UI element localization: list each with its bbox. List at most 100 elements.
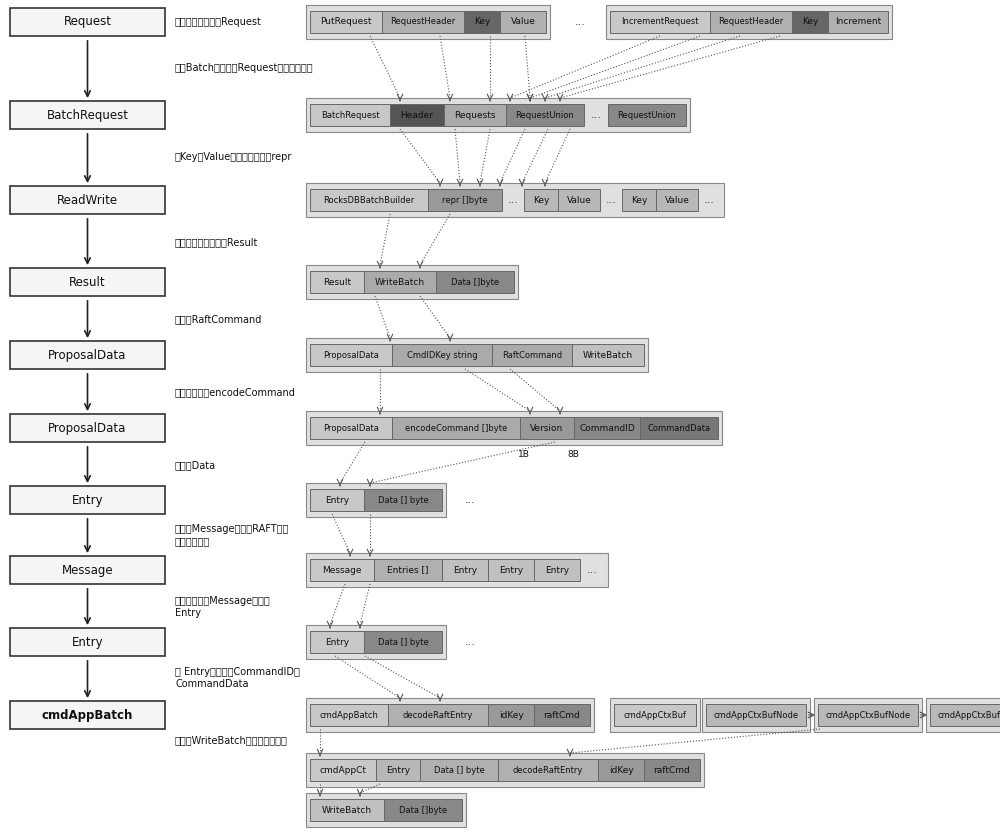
Text: RocksDBBatchBuilder: RocksDBBatchBuilder [323, 196, 415, 204]
Text: Value: Value [567, 196, 591, 204]
Bar [520, 417, 574, 439]
Text: Entries []: Entries [] [387, 565, 429, 574]
Text: ProposalData: ProposalData [48, 349, 127, 362]
Text: 对Key与Value进行编码后写入repr: 对Key与Value进行编码后写入repr [175, 152, 292, 162]
Bar [644, 759, 700, 781]
Text: CmdIDKey string: CmdIDKey string [407, 350, 477, 359]
Text: 为保证一致性，写入Result: 为保证一致性，写入Result [175, 237, 258, 247]
Text: Increment: Increment [835, 17, 881, 27]
Bar [10, 341, 165, 369]
Text: WriteBatch: WriteBatch [375, 277, 425, 286]
Bar [606, 5, 892, 39]
Bar [828, 11, 888, 33]
Text: Value: Value [665, 196, 689, 204]
Text: Version: Version [530, 423, 564, 432]
Text: Entry: Entry [453, 565, 477, 574]
Bar [310, 104, 390, 126]
Bar [310, 344, 392, 366]
Bar [306, 793, 466, 827]
Text: Result: Result [323, 277, 351, 286]
Text: Result: Result [69, 276, 106, 289]
Bar [306, 753, 704, 787]
Bar [614, 704, 696, 726]
Bar [384, 799, 462, 821]
Text: WriteBatch: WriteBatch [322, 805, 372, 814]
Text: ...: ... [508, 195, 518, 205]
Text: Entry: Entry [545, 565, 569, 574]
Bar [428, 189, 502, 211]
Bar [10, 268, 165, 296]
Bar [10, 101, 165, 129]
Bar [10, 701, 165, 729]
Text: idKey: idKey [609, 765, 633, 774]
Bar [364, 489, 442, 511]
Bar [610, 698, 700, 732]
Text: ...: ... [704, 195, 714, 205]
Bar [488, 559, 534, 581]
Text: 最终将WriteBatch应用到存储引擎: 最终将WriteBatch应用到存储引擎 [175, 735, 288, 745]
Text: RequestUnion: RequestUnion [516, 110, 574, 120]
Text: 一个操作对应一个Request: 一个操作对应一个Request [175, 17, 262, 27]
Bar [392, 344, 492, 366]
Bar [464, 11, 500, 33]
Bar [306, 553, 608, 587]
Text: ...: ... [591, 110, 601, 120]
Text: ...: ... [606, 195, 616, 205]
Text: 写入到RaftCommand: 写入到RaftCommand [175, 314, 262, 324]
Text: 8B: 8B [567, 450, 579, 459]
Bar [534, 559, 580, 581]
Bar [500, 11, 546, 33]
Text: Data [] byte: Data [] byte [434, 765, 484, 774]
Text: raftCmd: raftCmd [544, 710, 580, 720]
Text: Data [] byte: Data [] byte [378, 637, 428, 647]
Bar [310, 631, 364, 653]
Text: Entry: Entry [72, 494, 103, 506]
Bar [656, 189, 698, 211]
Bar [10, 186, 165, 214]
Text: Key: Key [802, 17, 818, 27]
Bar [814, 698, 922, 732]
Bar [10, 556, 165, 584]
Text: IncrementRequest: IncrementRequest [621, 17, 699, 27]
Text: 写入到Data: 写入到Data [175, 460, 216, 470]
Text: RequestUnion: RequestUnion [618, 110, 676, 120]
Bar [310, 189, 428, 211]
Bar [610, 11, 710, 33]
Text: ReadWrite: ReadWrite [57, 193, 118, 207]
Bar [608, 104, 686, 126]
Bar [572, 344, 644, 366]
Bar [10, 414, 165, 442]
Bar [442, 559, 488, 581]
Bar [930, 704, 1000, 726]
Bar [390, 104, 444, 126]
Text: ProposalData: ProposalData [323, 350, 379, 359]
Bar [310, 799, 384, 821]
Bar [622, 189, 656, 211]
Text: RaftCommand: RaftCommand [502, 350, 562, 359]
Bar [488, 704, 534, 726]
Bar [310, 704, 388, 726]
Bar [534, 704, 590, 726]
Text: Data []byte: Data []byte [451, 277, 499, 286]
Bar [706, 704, 806, 726]
Bar [374, 559, 442, 581]
Bar [306, 5, 550, 39]
Bar [598, 759, 644, 781]
Text: encodeCommand []byte: encodeCommand []byte [405, 423, 507, 432]
Text: Data []byte: Data []byte [399, 805, 447, 814]
Bar [574, 417, 640, 439]
Bar [444, 104, 506, 126]
Bar [818, 704, 918, 726]
Text: Data [] byte: Data [] byte [378, 496, 428, 505]
Bar [792, 11, 828, 33]
Bar [364, 631, 442, 653]
Text: idKey: idKey [499, 710, 523, 720]
Bar [710, 11, 792, 33]
Text: cmdAppBatch: cmdAppBatch [42, 709, 133, 721]
Bar [306, 338, 648, 372]
Bar [506, 104, 584, 126]
Text: cmdAppCt: cmdAppCt [320, 765, 366, 774]
Text: ...: ... [587, 565, 597, 575]
Text: PutRequest: PutRequest [320, 17, 372, 27]
Bar [558, 189, 600, 211]
